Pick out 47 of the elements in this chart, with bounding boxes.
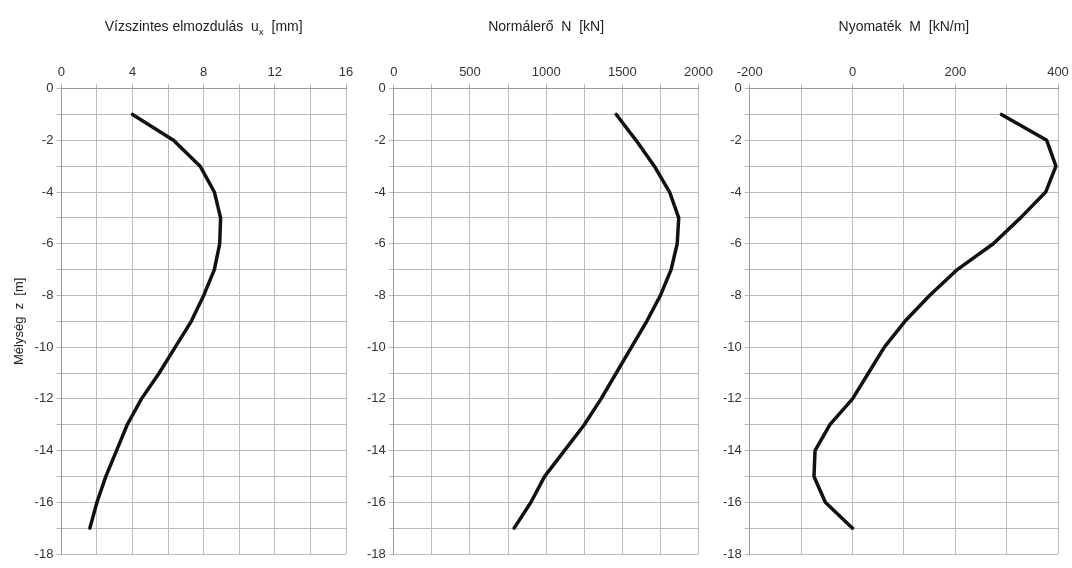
x-axis-title: Nyomaték M [kN/m] [838,17,970,34]
x-tick-label: 12 [267,64,283,80]
y-tick-label: -4 [41,183,54,199]
y-tick-label: -16 [366,493,386,509]
x-tick-label: 1000 [531,64,561,80]
x-tick-label: 500 [459,64,481,80]
x-axis-title: Normálerő N [kN] [488,17,605,34]
y-tick-label: -6 [41,235,54,251]
y-tick-label: -14 [366,442,386,458]
y-tick-label: -2 [374,131,386,147]
x-tick-label: 16 [338,64,354,80]
y-tick-label: 0 [734,80,742,96]
x-tick-label: 0 [848,64,857,80]
x-tick-label: 0 [390,64,398,80]
y-tick-label: -6 [730,235,742,251]
y-tick-label: -12 [722,390,742,406]
x-tick-label: 0 [57,64,66,80]
y-tick-label: -4 [374,183,386,199]
x-tick-label: 2000 [684,64,713,80]
y-tick-label: -16 [722,493,742,509]
y-tick-label: -8 [730,287,742,303]
y-tick-label: -16 [34,493,54,509]
y-tick-label: -18 [34,545,54,561]
y-tick-label: -18 [722,545,742,561]
y-tick-label: -10 [366,338,386,354]
y-axis-title: Mélység z [m] [11,277,27,366]
x-tick-label: -200 [736,64,763,80]
y-tick-label: -10 [722,338,742,354]
y-tick-label: -12 [366,390,386,406]
y-tick-label: -14 [34,442,54,458]
y-tick-label: -14 [722,442,742,458]
x-tick-label: 1500 [607,64,637,80]
y-tick-label: 0 [46,80,54,96]
x-tick-label: 200 [944,64,967,80]
y-tick-label: -10 [34,338,54,354]
x-tick-label: 8 [200,64,208,80]
y-tick-label: -6 [374,235,386,251]
y-tick-label: -8 [374,287,386,303]
y-tick-label: -2 [730,131,742,147]
y-tick-label: -2 [41,131,54,147]
y-tick-label: -4 [730,183,742,199]
x-tick-label: 400 [1047,64,1069,80]
y-tick-label: -8 [41,287,54,303]
x-tick-label: 4 [128,64,137,80]
y-tick-label: 0 [378,80,386,96]
y-tick-label: -12 [34,390,54,406]
y-tick-label: -18 [366,545,386,561]
